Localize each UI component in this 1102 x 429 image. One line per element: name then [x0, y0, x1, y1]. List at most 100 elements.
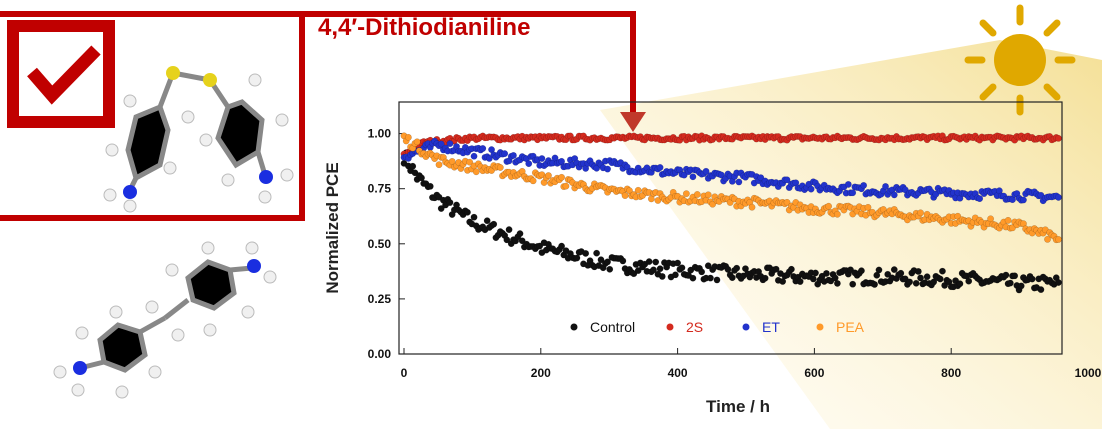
data-point [1028, 275, 1036, 283]
data-point [409, 162, 417, 170]
data-point [485, 154, 493, 162]
data-point [965, 277, 973, 285]
data-point [689, 274, 697, 282]
data-point [849, 189, 857, 197]
y-tick-label: 0.00 [368, 347, 392, 361]
data-point [470, 152, 478, 160]
data-point [604, 258, 612, 266]
data-point [1006, 279, 1014, 287]
dithiodianiline-molecule [103, 66, 294, 213]
y-tick-label: 0.75 [368, 182, 392, 196]
data-point [923, 273, 931, 281]
data-point [890, 191, 898, 199]
data-point [503, 236, 511, 244]
x-axis-label: Time / h [706, 397, 770, 416]
legend: Control 2S ET PEA [570, 319, 865, 335]
legend-marker [570, 323, 578, 331]
data-point [689, 173, 697, 181]
data-point [650, 266, 657, 274]
data-point [917, 209, 925, 217]
data-point [1017, 282, 1025, 290]
data-point [501, 150, 509, 158]
data-point [1044, 235, 1051, 243]
data-point [809, 275, 817, 283]
series-pea [400, 132, 1062, 244]
data-point [604, 165, 612, 173]
data-point [906, 278, 914, 286]
data-point [748, 203, 756, 211]
data-point [822, 269, 830, 277]
data-point [1002, 271, 1010, 279]
data-point [538, 155, 546, 162]
data-point [864, 203, 872, 211]
data-point [658, 272, 666, 280]
data-point [435, 161, 443, 169]
data-point [678, 264, 686, 272]
data-point [704, 262, 712, 270]
x-tick-label: 200 [531, 366, 551, 380]
data-point [558, 242, 566, 250]
data-point [490, 220, 498, 228]
data-point [593, 249, 601, 257]
data-point [812, 269, 819, 277]
x-tick-label: 400 [668, 366, 688, 380]
series-et [400, 137, 1062, 205]
data-point [621, 192, 629, 200]
data-point [825, 202, 833, 210]
data-point [654, 197, 662, 204]
data-point [446, 140, 454, 148]
data-point [418, 174, 425, 182]
data-point [858, 267, 865, 275]
data-point [704, 191, 712, 199]
data-point [833, 210, 841, 218]
data-point [693, 191, 701, 198]
data-point [656, 164, 664, 171]
data-point [912, 279, 920, 287]
data-point [597, 256, 605, 264]
data-point [518, 237, 526, 245]
data-point [709, 200, 717, 208]
y-tick-label: 0.25 [368, 292, 392, 306]
data-point [1055, 134, 1062, 142]
legend-label: 2S [686, 319, 703, 335]
plot-frame [398, 101, 1063, 355]
legend-label: Control [590, 319, 635, 335]
data-point [1055, 235, 1062, 243]
x-tick-label: 1000 [1075, 366, 1102, 380]
data-point [573, 254, 581, 262]
data-point [783, 176, 791, 184]
data-point [1004, 216, 1012, 224]
x-tick-label: 600 [804, 366, 824, 380]
data-point [956, 280, 964, 288]
data-point [702, 167, 710, 175]
ethylenedianiline-molecule [53, 241, 277, 399]
data-point [1055, 279, 1062, 286]
highlight-frame [0, 11, 636, 221]
legend-marker [666, 323, 674, 331]
data-point [733, 264, 741, 272]
data-point [682, 190, 690, 198]
x-tick-label: 0 [401, 366, 408, 380]
data-point [582, 249, 590, 257]
data-point [728, 274, 736, 282]
data-point [413, 138, 421, 146]
data-point [656, 265, 664, 273]
data-point [674, 259, 682, 267]
data-point [807, 185, 815, 193]
checkmark-icon [27, 45, 101, 105]
data-point [917, 274, 925, 282]
data-point [464, 208, 471, 216]
data-point [470, 213, 478, 221]
data-point [735, 178, 743, 186]
data-point [525, 160, 533, 168]
data-point [833, 279, 841, 287]
data-point [472, 168, 480, 176]
data-point [914, 267, 922, 275]
data-point [849, 280, 857, 288]
data-point [437, 205, 445, 212]
data-point [496, 164, 504, 171]
data-point [890, 266, 898, 274]
data-point [772, 265, 780, 273]
